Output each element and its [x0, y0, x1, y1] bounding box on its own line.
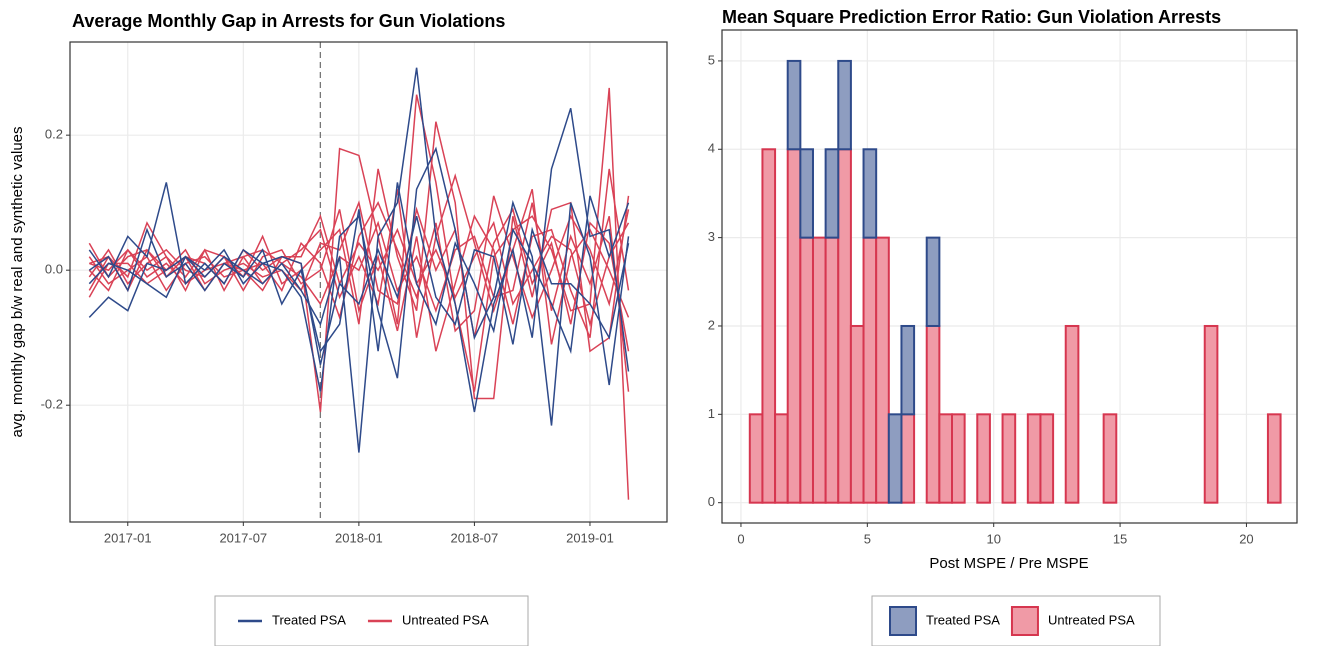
- histogram-bar: [799, 236, 814, 504]
- y-tick-label: 3: [708, 229, 715, 244]
- series-line: [88, 200, 630, 352]
- histogram-bar: [862, 148, 878, 239]
- histogram-bar: [925, 324, 941, 504]
- series-line: [88, 146, 630, 426]
- x-tick-label: 2018-01: [335, 530, 383, 545]
- legend-label: Untreated PSA: [402, 612, 489, 627]
- chart-title: Mean Square Prediction Error Ratio: Gun …: [722, 7, 1221, 27]
- histogram-bar: [862, 236, 878, 504]
- legend-label: Untreated PSA: [1048, 612, 1135, 627]
- histogram-bar: [900, 324, 916, 416]
- x-tick-label: 2017-07: [219, 530, 267, 545]
- histogram-bar: [774, 413, 789, 504]
- histogram-bar: [1102, 413, 1118, 504]
- histogram-bar: [761, 148, 777, 504]
- histogram-bar: [748, 413, 764, 504]
- series-line: [88, 216, 630, 365]
- y-tick-label: 0: [708, 494, 715, 509]
- histogram-bar: [875, 236, 890, 504]
- y-tick-label: 4: [708, 141, 715, 156]
- y-tick-label: 0.2: [45, 127, 63, 142]
- histogram-bar: [837, 148, 852, 504]
- x-tick-label: 20: [1239, 531, 1253, 546]
- histogram-bar: [786, 148, 802, 504]
- x-tick-label: 10: [986, 531, 1000, 546]
- histogram-bar: [951, 413, 966, 504]
- histogram-bar: [1064, 324, 1080, 504]
- series-line: [88, 182, 630, 355]
- y-tick-label: -0.2: [41, 397, 63, 412]
- histogram-bar: [900, 413, 916, 504]
- y-axis-title: avg. monthly gap b/w real and synthetic …: [9, 126, 26, 437]
- y-tick-label: 1: [708, 406, 715, 421]
- histogram-bar: [849, 324, 865, 504]
- y-tick-label: 5: [708, 52, 715, 67]
- histogram-bar: [976, 413, 991, 504]
- x-tick-label: 5: [864, 531, 871, 546]
- histogram-bar: [925, 236, 941, 327]
- histogram-bar: [887, 413, 903, 504]
- plot-border: [69, 41, 668, 523]
- histogram-bar: [938, 413, 953, 504]
- histogram-bar: [837, 59, 852, 151]
- x-tick-label: 0: [737, 531, 744, 546]
- plot-border: [721, 29, 1298, 524]
- x-tick-label: 2018-07: [451, 530, 499, 545]
- legend-label: Treated PSA: [272, 612, 346, 627]
- histogram-bar: [1266, 413, 1282, 504]
- chart-title: Average Monthly Gap in Arrests for Gun V…: [72, 11, 505, 31]
- histogram-bar: [786, 59, 802, 151]
- y-tick-label: 0.0: [45, 262, 63, 277]
- histogram-bar: [811, 236, 827, 504]
- series-line: [88, 168, 630, 352]
- legend-swatch: [889, 606, 917, 636]
- series-line: [88, 121, 630, 400]
- series-line: [88, 67, 630, 453]
- legend-swatch: [1010, 606, 1039, 636]
- histogram-bar: [1026, 413, 1042, 504]
- histogram-bar: [1001, 413, 1017, 504]
- histogram-bar: [1039, 413, 1055, 504]
- x-tick-label: 2017-01: [104, 530, 152, 545]
- histogram-bar: [799, 148, 814, 239]
- x-axis-title: Post MSPE / Pre MSPE: [929, 555, 1088, 572]
- histogram-bar: [1203, 324, 1219, 504]
- histogram-bar: [824, 148, 840, 239]
- x-tick-label: 15: [1113, 531, 1127, 546]
- y-tick-label: 2: [708, 317, 715, 332]
- legend-label: Treated PSA: [926, 612, 1000, 627]
- x-tick-label: 2019-01: [566, 530, 614, 545]
- histogram-bar: [824, 236, 840, 504]
- series-line: [88, 195, 630, 333]
